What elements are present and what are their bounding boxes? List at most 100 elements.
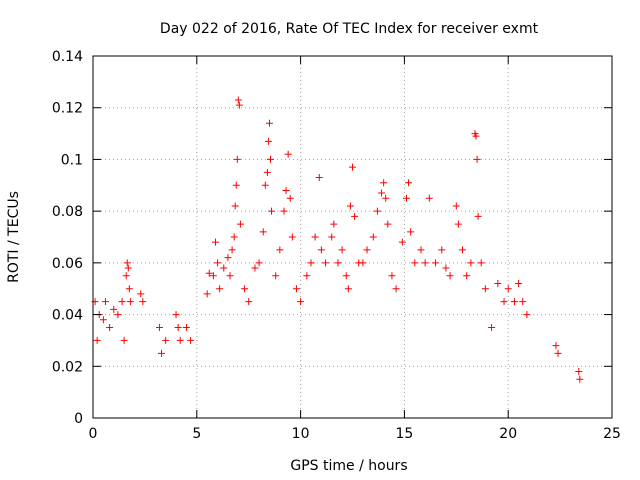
- y-tick-label: 0.14: [52, 49, 83, 65]
- data-point: [554, 349, 562, 357]
- data-point: [472, 132, 480, 140]
- x-tick-label: 20: [499, 426, 517, 442]
- data-point: [155, 324, 163, 331]
- data-point: [388, 272, 396, 280]
- data-point: [474, 212, 482, 220]
- data-point: [209, 272, 217, 280]
- data-point: [93, 336, 101, 344]
- data-point: [519, 298, 527, 306]
- data-point: [459, 246, 467, 254]
- data-point: [311, 233, 319, 241]
- data-point: [228, 246, 236, 254]
- data-point: [182, 324, 190, 331]
- data-point: [123, 259, 131, 267]
- data-point: [473, 155, 481, 163]
- data-point: [120, 336, 128, 344]
- y-tick-label: 0.12: [52, 101, 83, 117]
- data-point: [284, 150, 292, 158]
- data-point: [226, 272, 234, 280]
- data-point: [446, 272, 454, 280]
- data-point: [280, 207, 288, 215]
- y-tick-label: 0.06: [52, 256, 83, 272]
- data-point: [351, 212, 359, 220]
- data-point: [523, 311, 531, 319]
- data-point: [504, 285, 512, 293]
- data-point: [288, 233, 296, 241]
- data-point: [158, 349, 166, 357]
- data-points: [91, 96, 584, 383]
- data-point: [378, 189, 386, 197]
- data-point: [137, 290, 145, 298]
- data-point: [425, 194, 433, 202]
- data-point: [241, 285, 249, 293]
- data-point: [266, 155, 274, 163]
- data-point: [344, 285, 352, 293]
- data-point: [315, 174, 323, 182]
- data-point: [384, 220, 392, 228]
- data-point: [363, 246, 371, 254]
- chart-title: Day 022 of 2016, Rate Of TEC Index for r…: [160, 21, 539, 37]
- data-point: [124, 264, 132, 272]
- data-point: [330, 220, 338, 228]
- data-point: [230, 233, 238, 241]
- data-point: [359, 259, 367, 267]
- x-tick-label: 10: [292, 426, 310, 442]
- data-point: [481, 285, 489, 293]
- data-point: [442, 264, 450, 272]
- y-tick-label: 0.02: [52, 359, 83, 375]
- data-point: [346, 202, 354, 210]
- data-point: [380, 179, 388, 187]
- data-point: [292, 285, 300, 293]
- data-point: [211, 238, 219, 246]
- data-point: [232, 181, 240, 189]
- data-point: [307, 259, 315, 267]
- data-point: [334, 259, 342, 267]
- data-point: [122, 272, 130, 280]
- data-point: [174, 324, 182, 331]
- data-point: [235, 101, 243, 109]
- data-point: [373, 207, 381, 215]
- data-point: [101, 298, 109, 306]
- data-point: [405, 179, 413, 187]
- data-point: [214, 259, 222, 267]
- data-point: [382, 194, 390, 202]
- data-point: [139, 298, 147, 306]
- data-point: [398, 238, 406, 246]
- y-tick-label: 0: [74, 411, 83, 427]
- data-point: [126, 298, 134, 306]
- data-point: [297, 298, 305, 306]
- data-point: [259, 228, 267, 236]
- data-point: [286, 194, 294, 202]
- data-point: [432, 259, 440, 267]
- data-point: [500, 298, 508, 306]
- data-point: [494, 280, 502, 288]
- data-point: [552, 342, 560, 350]
- x-axis-ticks: 0 5 10 15 20 25: [89, 56, 621, 442]
- data-point: [515, 280, 523, 288]
- y-tick-label: 0.04: [52, 308, 83, 324]
- data-point: [187, 336, 195, 344]
- x-tick-label: 5: [192, 426, 201, 442]
- data-point: [205, 269, 213, 277]
- data-point: [264, 137, 272, 145]
- plot-frame: [92, 55, 613, 419]
- data-point: [349, 163, 356, 171]
- data-point: [342, 272, 350, 280]
- data-point: [118, 298, 126, 306]
- data-point: [245, 298, 253, 306]
- data-point: [402, 194, 410, 202]
- data-point: [510, 298, 518, 306]
- data-point: [231, 202, 239, 210]
- data-point: [303, 272, 311, 280]
- x-axis-label: GPS time / hours: [290, 458, 407, 474]
- plot-area: [93, 56, 612, 418]
- data-point: [265, 119, 273, 127]
- data-point: [106, 324, 114, 331]
- data-point: [488, 324, 496, 331]
- data-point: [452, 202, 460, 210]
- data-point: [322, 259, 330, 267]
- data-point: [268, 207, 276, 215]
- data-point: [261, 181, 269, 189]
- data-point: [575, 367, 583, 375]
